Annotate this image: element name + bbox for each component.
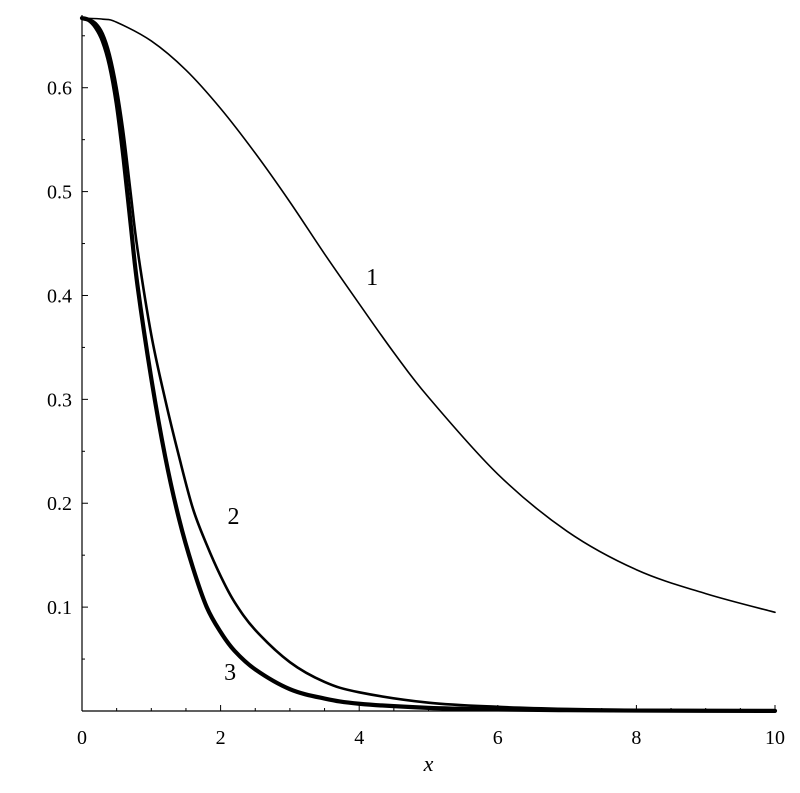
curve-3-line xyxy=(79,16,778,713)
curves xyxy=(79,16,778,713)
y-tick-label: 0.2 xyxy=(47,493,72,515)
axes: 0 2 4 6 8 10 0.1 0.2 0.3 0.4 0.5 0.6 x xyxy=(47,15,785,776)
curve-2-line xyxy=(80,16,777,712)
x-tick-label: 2 xyxy=(216,727,226,749)
x-tick-label: 10 xyxy=(765,727,785,749)
x-axis-title: x xyxy=(423,751,434,776)
x-tick-label: 0 xyxy=(77,727,87,749)
x-tick-label: 6 xyxy=(493,727,503,749)
curve-labels: 1 2 3 xyxy=(224,265,378,686)
curve-2-label: 2 xyxy=(228,504,240,530)
y-tick-label: 0.5 xyxy=(47,182,72,204)
curve-1-line xyxy=(81,17,776,614)
y-tick-label: 0.3 xyxy=(47,389,72,411)
curve-1-label: 1 xyxy=(366,265,378,291)
x-tick-label: 8 xyxy=(631,727,641,749)
curve-3-label: 3 xyxy=(224,660,236,686)
y-tick-label: 0.1 xyxy=(47,597,72,619)
y-tick-label: 0.4 xyxy=(47,285,72,307)
x-tick-label: 4 xyxy=(354,727,364,749)
y-tick-label: 0.6 xyxy=(47,78,72,100)
